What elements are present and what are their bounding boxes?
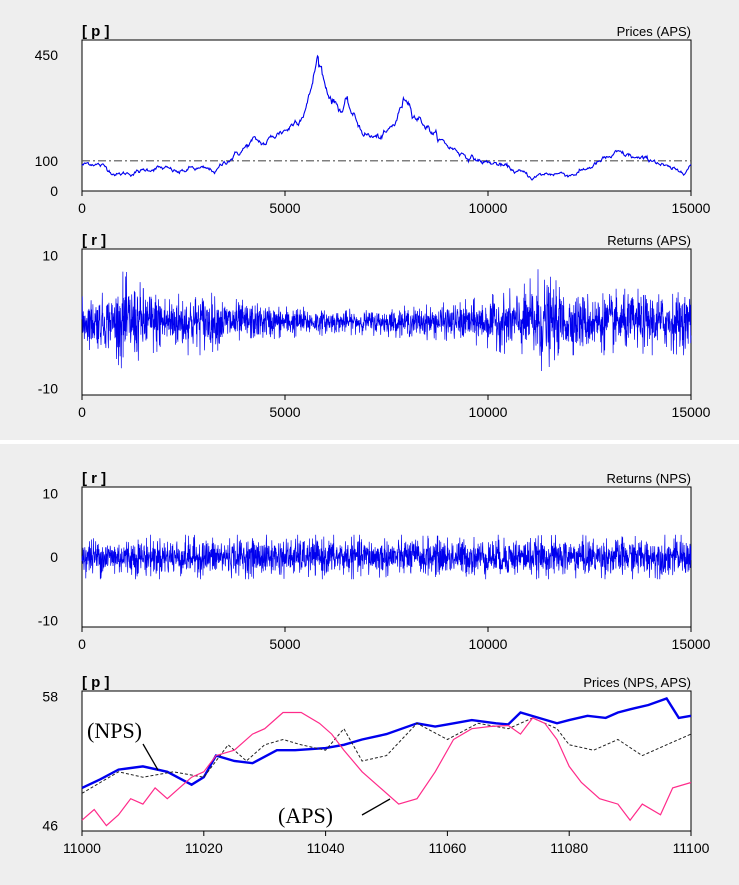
- series-group: [81, 54, 692, 181]
- x-tick-label: 10000: [469, 200, 508, 216]
- annotation-group: (NPS) (APS): [87, 718, 391, 828]
- y-tick-group: 10 -10: [38, 248, 58, 397]
- annotation-nps-pointer: [142, 743, 159, 771]
- x-tick-group: 0 5000 10000 15000: [78, 627, 711, 652]
- aps-series-line: [81, 711, 692, 827]
- returns-aps-chart: [ r ] Returns (APS) 10 -10 0 5000 10000 1500…: [38, 232, 711, 420]
- returns-series-line: [81, 269, 692, 372]
- chart-title: Prices (NPS, APS): [583, 675, 691, 690]
- x-tick-label: 0: [78, 200, 86, 216]
- prices-aps-chart: [ p ] Prices (APS) 450 100 0 0 5000 10000 150…: [35, 23, 711, 216]
- x-tick-group: 0 5000 10000 15000: [78, 191, 711, 216]
- x-tick-label: 11000: [63, 840, 101, 856]
- series-group: [81, 269, 692, 372]
- x-tick-label: 10000: [469, 636, 508, 652]
- nps-series-line: [81, 697, 692, 789]
- plot-area: [81, 39, 692, 192]
- x-tick-label: 11080: [550, 840, 588, 856]
- y-tick-label: 450: [35, 47, 59, 63]
- x-tick-label: 0: [78, 636, 86, 652]
- y-tick-label: 10: [42, 248, 58, 264]
- x-tick-label: 11060: [428, 840, 466, 856]
- y-tick-label: 0: [50, 549, 58, 565]
- x-tick-label: 5000: [269, 200, 300, 216]
- panel-separator: [0, 440, 739, 444]
- x-tick-label: 11020: [185, 840, 223, 856]
- annotation-aps-pointer: [361, 798, 391, 816]
- chart-title: Prices (APS): [617, 24, 691, 39]
- y-tick-label: 46: [42, 818, 58, 834]
- y-tick-group: 58 46: [42, 688, 58, 833]
- y-tick-label: 58: [42, 688, 58, 704]
- x-tick-label: 11100: [673, 840, 710, 856]
- annotation-nps: (NPS): [87, 718, 142, 743]
- x-tick-label: 5000: [269, 404, 300, 420]
- plot-area: [81, 690, 692, 832]
- annotation-aps: (APS): [278, 803, 333, 828]
- x-tick-label: 10000: [469, 404, 508, 420]
- chart-title: Returns (APS): [607, 233, 691, 248]
- y-tick-group: 450 100 0: [35, 47, 59, 199]
- series-group: [81, 697, 692, 827]
- price-series-line: [81, 54, 692, 181]
- unit-label: [ r ]: [82, 232, 106, 249]
- unit-label: [ p ]: [82, 674, 110, 691]
- x-tick-label: 15000: [672, 404, 711, 420]
- unit-label: [ p ]: [82, 23, 110, 40]
- y-tick-label: 10: [42, 485, 58, 501]
- y-tick-group: 10 0 -10: [38, 485, 58, 628]
- x-tick-label: 0: [78, 404, 86, 420]
- aps-dashed-series-line: [81, 717, 692, 794]
- unit-label: [ r ]: [82, 470, 106, 487]
- y-tick-label: -10: [38, 380, 58, 396]
- x-tick-group: 11000 11020 11040 11060 11080 11100: [63, 831, 710, 856]
- x-tick-label: 15000: [672, 636, 711, 652]
- y-tick-label: -10: [38, 613, 58, 629]
- returns-nps-chart: [ r ] Returns (NPS) 10 0 -10 0 5000 10000 150…: [38, 470, 711, 652]
- returns-series-line: [81, 534, 692, 580]
- series-group: [81, 534, 692, 580]
- x-tick-label: 15000: [672, 200, 711, 216]
- chart-title: Returns (NPS): [606, 471, 691, 486]
- x-tick-label: 5000: [269, 636, 300, 652]
- x-tick-label: 11040: [307, 840, 345, 856]
- y-tick-label: 100: [35, 153, 59, 169]
- y-tick-label: 0: [50, 183, 58, 199]
- x-tick-group: 0 5000 10000 15000: [78, 395, 711, 420]
